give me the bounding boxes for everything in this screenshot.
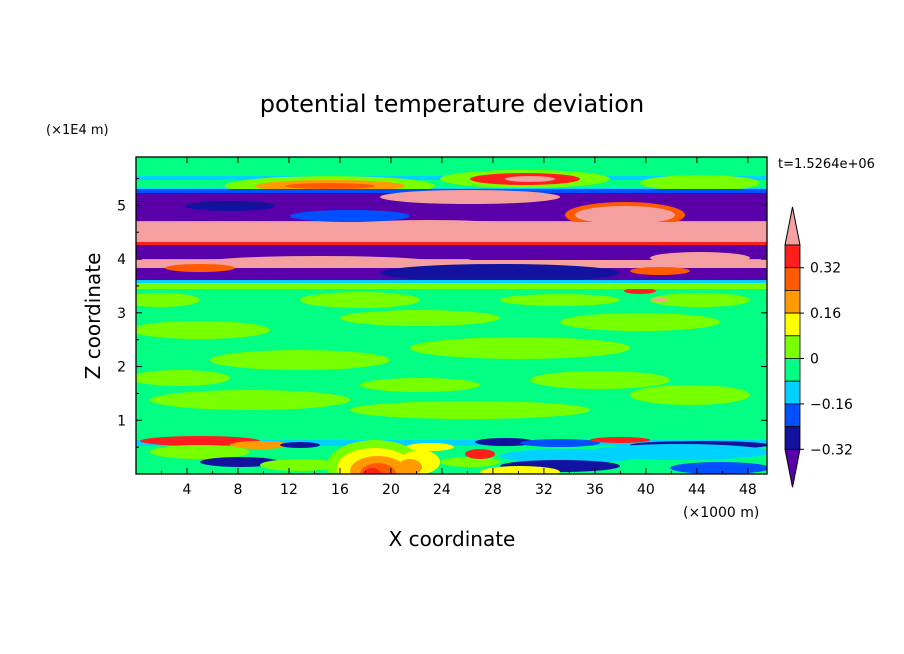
colorbar-bottom-arrow	[784, 448, 801, 488]
field-blob	[406, 443, 454, 451]
field-band	[136, 283, 767, 289]
x-tick-label: 24	[433, 482, 451, 498]
x-axis-ticks: 4 8 12 16 20 24 28 32 36 40 44 48	[160, 157, 757, 498]
field-band	[136, 242, 767, 247]
field-blob	[475, 438, 535, 446]
x-tick-label: 44	[688, 482, 706, 498]
x-tick-label: 36	[586, 482, 604, 498]
field-blob	[465, 449, 495, 459]
field-blob	[500, 294, 620, 306]
field-blob	[650, 252, 750, 264]
field-blob	[290, 210, 410, 222]
plot-frame	[135, 156, 768, 475]
y-tick-label: 5	[117, 198, 126, 214]
field-blob	[398, 459, 422, 474]
colorbar-label: −0.16	[810, 397, 853, 413]
x-tick-label: 12	[280, 482, 298, 498]
field-blob	[136, 293, 200, 307]
y-tick-label: 1	[117, 413, 126, 429]
field-blob	[624, 288, 656, 294]
x-axis-label: X coordinate	[389, 527, 516, 551]
contour-field	[136, 157, 767, 474]
colorbar-label: 0.16	[810, 306, 841, 322]
field-blob	[530, 371, 670, 389]
field-blob	[210, 350, 390, 370]
y-tick-label: 4	[117, 252, 126, 268]
field-blob	[520, 439, 600, 447]
y-tick-label: 2	[117, 360, 126, 376]
field-blob	[640, 175, 760, 191]
field-blob	[140, 436, 260, 446]
field-blob	[150, 445, 250, 459]
field-blob	[380, 264, 620, 282]
y-axis-unit: (×1E4 m)	[46, 123, 109, 138]
colorbar-swatch	[784, 312, 801, 337]
colorbar-swatch	[784, 244, 801, 269]
x-tick-label: 16	[331, 482, 349, 498]
field-blob	[480, 466, 560, 474]
field-blob	[590, 437, 650, 443]
field-blob	[140, 224, 260, 242]
chart-title: potential temperature deviation	[260, 90, 644, 118]
field-blob	[500, 449, 640, 463]
colorbar-swatch	[784, 426, 801, 450]
field-blob	[575, 206, 675, 224]
field-blob	[200, 457, 280, 467]
x-tick-label: 8	[234, 482, 243, 498]
field-band	[136, 280, 767, 283]
field-blob	[200, 256, 440, 270]
colorbar-swatch	[784, 380, 801, 405]
field-blob	[360, 378, 480, 392]
field-blob	[136, 370, 230, 386]
field-blob	[362, 468, 382, 474]
colorbar-label: 0.32	[810, 261, 841, 277]
field-blob	[630, 267, 690, 275]
colorbar-swatch	[784, 267, 801, 291]
field-blob	[285, 183, 375, 189]
field-blob	[630, 385, 750, 405]
field-blob	[440, 457, 500, 467]
field-blob	[165, 264, 235, 272]
field-blob	[136, 321, 270, 339]
field-blob	[340, 310, 500, 326]
field-blob	[260, 459, 340, 471]
field-band	[136, 180, 767, 188]
field-blob	[650, 293, 750, 307]
field-blob	[170, 269, 330, 281]
colorbar-label: 0	[810, 352, 819, 368]
field-blob	[380, 190, 560, 204]
y-axis-ticks: 1 2 3 4 5	[117, 177, 767, 448]
field-blob	[280, 442, 320, 448]
y-tick-label: 3	[117, 306, 126, 322]
x-tick-label: 48	[739, 482, 757, 498]
field-blob	[652, 298, 668, 302]
x-tick-label: 20	[382, 482, 400, 498]
colorbar-swatch	[784, 358, 801, 382]
colorbar-swatch	[784, 335, 801, 359]
field-blob	[505, 176, 555, 182]
x-tick-label: 28	[484, 482, 502, 498]
field-blob	[230, 441, 290, 449]
field-band	[136, 440, 767, 446]
colorbar-top-arrow	[784, 206, 801, 246]
x-tick-label: 4	[183, 482, 192, 498]
y-axis-label: Z coordinate	[81, 253, 105, 380]
field-blob	[670, 462, 767, 474]
field-blob	[185, 201, 275, 211]
x-tick-label: 32	[535, 482, 553, 498]
field-blob	[150, 390, 350, 410]
x-tick-label: 40	[637, 482, 655, 498]
field-blob	[560, 313, 720, 331]
colorbar-swatch	[784, 403, 801, 427]
colorbar-label: −0.32	[810, 442, 853, 458]
colorbar-swatch	[784, 289, 801, 314]
field-blob	[300, 292, 420, 308]
x-axis-unit: (×1000 m)	[683, 505, 759, 521]
field-blob	[410, 337, 630, 359]
field-blob	[350, 401, 590, 419]
colorbar: 0.32 0.16 0 −0.16 −0.32	[784, 206, 853, 488]
time-label: t=1.5264e+06	[778, 157, 875, 172]
